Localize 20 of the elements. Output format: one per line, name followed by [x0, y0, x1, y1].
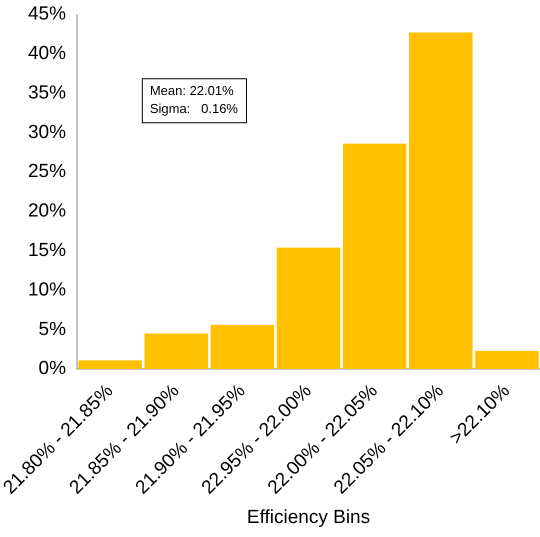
y-tick-label: 10%	[28, 279, 66, 300]
annotation: Sigma: 0.16%	[150, 100, 238, 116]
y-tick-label: 25%	[28, 161, 66, 182]
x-axis-title: Efficiency Bins	[246, 506, 370, 528]
y-tick-label: 40%	[28, 43, 66, 64]
bar	[210, 324, 274, 370]
bar	[78, 360, 142, 370]
y-tick-label: 30%	[28, 122, 66, 143]
bar	[144, 334, 208, 370]
y-tick-label: 15%	[28, 240, 66, 262]
y-tick-label: 20%	[28, 200, 66, 222]
y-tick-label: 35%	[28, 82, 66, 104]
y-tick-label: 45%	[28, 4, 66, 25]
bar	[276, 248, 340, 370]
y-tick-label: 5%	[38, 318, 66, 340]
y-tick-label: 0%	[38, 358, 66, 380]
annotation: Mean: 22.01%	[150, 82, 234, 98]
bar	[342, 144, 406, 370]
bar	[475, 350, 539, 370]
bar	[409, 32, 473, 370]
